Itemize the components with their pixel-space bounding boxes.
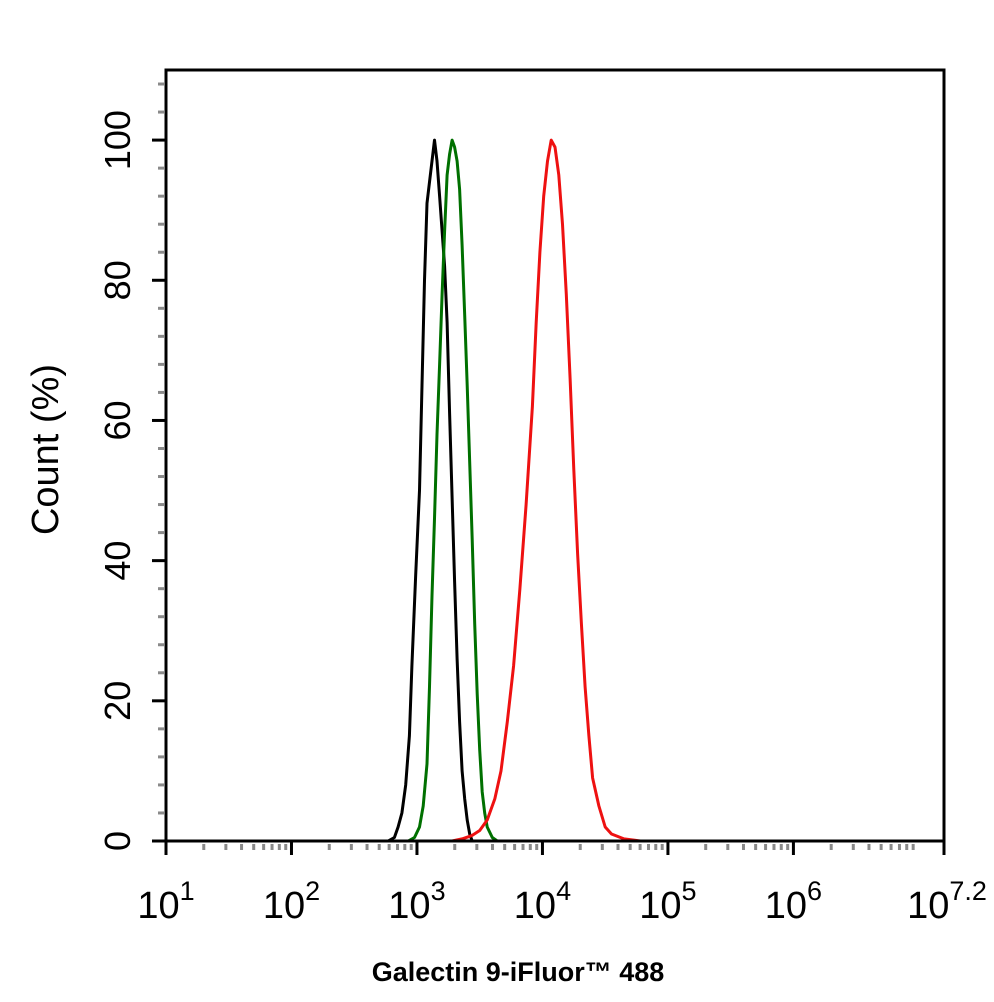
y-tick-label: 60 xyxy=(97,400,138,440)
plot-frame xyxy=(164,68,946,843)
x-tick-exponent: 6 xyxy=(807,876,822,906)
x-axis-title: Galectin 9-iFluor™ 488 xyxy=(372,957,665,987)
x-tick-label: 103 xyxy=(388,876,445,927)
x-tick-base: 10 xyxy=(765,885,807,927)
y-tick-label: 80 xyxy=(97,260,138,300)
y-minor-ticks xyxy=(158,82,164,815)
y-tick-label: 0 xyxy=(97,831,138,851)
y-tick-label: 100 xyxy=(97,110,138,170)
x-tick-base: 10 xyxy=(514,885,556,927)
x-tick-base: 10 xyxy=(639,885,681,927)
x-tick-exponent: 3 xyxy=(431,876,446,906)
x-tick-exponent: 5 xyxy=(682,876,697,906)
y-tick-label: 20 xyxy=(97,681,138,721)
x-tick-exponent: 7.2 xyxy=(949,876,987,906)
series-line-1 xyxy=(387,138,474,843)
series-line-3 xyxy=(451,138,641,843)
series-line-2 xyxy=(407,138,499,843)
y-tick-label: 40 xyxy=(97,541,138,581)
x-tick-exponent: 1 xyxy=(180,876,195,906)
x-tick-base: 10 xyxy=(263,885,305,927)
x-axis: 101 102 103 104 105 106 107.2 xyxy=(137,841,987,927)
x-tick-exponent: 2 xyxy=(305,876,320,906)
x-tick-label: 107.2 xyxy=(907,876,987,927)
y-axis-title: Count (%) xyxy=(25,364,67,535)
x-minor-ticks xyxy=(202,844,915,850)
x-tick-exponent: 4 xyxy=(556,876,571,906)
x-tick-label: 102 xyxy=(263,876,320,927)
x-tick-label: 105 xyxy=(639,876,696,927)
x-tick-label: 106 xyxy=(765,876,822,927)
x-tick-label: 101 xyxy=(137,876,194,927)
series-lines xyxy=(387,138,641,843)
x-tick-base: 10 xyxy=(907,885,949,927)
x-tick-base: 10 xyxy=(137,885,179,927)
y-axis: 0 20 40 60 80 100 xyxy=(97,110,166,851)
x-tick-label: 104 xyxy=(514,876,571,927)
x-tick-base: 10 xyxy=(388,885,430,927)
